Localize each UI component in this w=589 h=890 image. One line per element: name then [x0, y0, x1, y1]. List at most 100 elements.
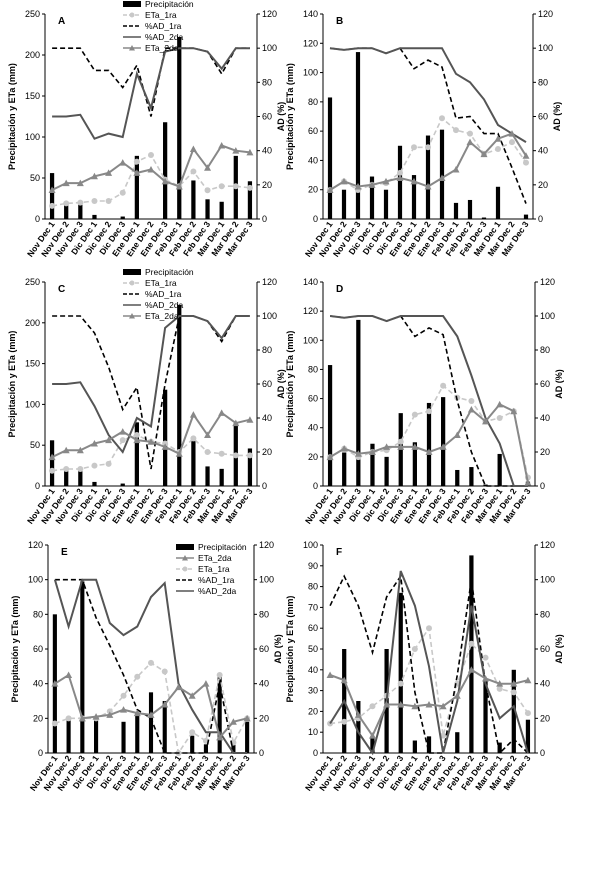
point-eta-2da	[133, 436, 141, 444]
point-eta-1ra	[411, 646, 418, 652]
legend-label: Precipitación	[198, 542, 247, 552]
y-tick-label: 50	[308, 644, 318, 654]
point-eta-2da	[204, 164, 212, 171]
point-eta-1ra	[232, 183, 239, 190]
bar-precipitacion	[439, 129, 445, 219]
bar-precipitacion	[64, 202, 69, 219]
point-eta-2da	[48, 186, 56, 193]
y-tick-label: 250	[25, 277, 40, 287]
point-eta-1ra	[91, 197, 98, 204]
point-eta-2da	[510, 407, 518, 415]
y2-axis-label: AD (%)	[276, 369, 286, 399]
bar-precipitacion	[120, 216, 125, 219]
legend-marker	[129, 313, 135, 319]
point-eta-2da	[62, 179, 70, 187]
bar-precipitacion	[94, 720, 99, 753]
point-eta-2da	[397, 443, 405, 450]
bar-precipitacion	[469, 467, 474, 486]
y-axis-label: Precipitación y ETa (mm)	[7, 63, 17, 170]
bar-precipitacion	[135, 713, 140, 753]
y-tick-label: 120	[28, 540, 43, 550]
panel-c: 0 50 100 150 200 250 0 20 40 60 80 100 120 Precipitac…	[7, 267, 286, 526]
point-eta-1ra	[49, 467, 56, 474]
legend-label: %AD_2da	[145, 32, 184, 42]
panel-letter: F	[336, 547, 342, 558]
point-eta-2da	[174, 683, 182, 691]
point-eta-2da	[510, 680, 518, 687]
point-eta-2da	[326, 453, 334, 461]
bar-precipitacion	[163, 389, 168, 486]
point-eta-2da	[147, 711, 155, 718]
bar-precipitacion	[191, 180, 196, 219]
panel-letter: D	[336, 284, 343, 295]
legend-label: Precipitación	[145, 0, 194, 9]
legend-label: %AD_1ra	[145, 289, 182, 299]
point-eta-1ra	[397, 169, 403, 176]
point-eta-2da	[147, 438, 155, 445]
bar-precipitacion	[356, 319, 361, 486]
y-tick-label: 120	[303, 38, 318, 48]
point-eta-1ra	[63, 200, 70, 207]
legend: PrecipitaciónETa_2daETa_1ra%AD_1ra%AD_2d…	[176, 542, 247, 596]
y-tick-label: 100	[28, 575, 43, 585]
point-eta-2da	[340, 177, 348, 185]
y2-tick-label: 60	[538, 112, 548, 122]
point-eta-2da	[438, 174, 446, 181]
bar-precipitacion	[134, 422, 139, 486]
y2-tick-label: 80	[540, 609, 550, 619]
point-eta-1ra	[133, 432, 140, 438]
point-eta-2da	[120, 706, 128, 713]
line-pct-ad-2da	[53, 578, 248, 754]
point-eta-1ra	[148, 659, 154, 666]
y2-tick-label: 60	[540, 379, 550, 389]
bar-precipitacion	[78, 204, 83, 219]
line-eta-1ra	[51, 153, 250, 207]
bar-precipitacion	[341, 189, 347, 219]
legend-swatch	[123, 269, 141, 275]
point-eta-2da	[62, 446, 70, 454]
y-tick-label: 100	[25, 399, 40, 409]
y2-axis-label: AD (%)	[552, 102, 562, 132]
point-eta-2da	[453, 431, 461, 438]
bar-precipitacion	[426, 402, 432, 486]
point-eta-1ra	[397, 680, 404, 687]
panel-d: 0 20 40 60 80 100 120 140 0 20 40 60 80 100 120 Precipi…	[285, 277, 564, 526]
point-eta-2da	[175, 450, 183, 457]
y-tick-label: 150	[25, 359, 40, 369]
point-eta-2da	[78, 714, 86, 722]
y-tick-label: 120	[303, 306, 318, 316]
panel-letter: A	[58, 16, 65, 27]
bar-precipitacion	[453, 202, 459, 219]
y2-tick-label: 100	[538, 43, 553, 53]
legend-swatch	[176, 544, 194, 550]
point-eta-2da	[467, 666, 475, 673]
panel-f: 0 10 20 30 40 50 60 70 80 90 100 0 20 40 60 80 100 120 Pre…	[285, 540, 564, 793]
bar-precipitacion	[483, 484, 488, 486]
point-eta-1ra	[63, 466, 70, 472]
y-tick-label: 40	[33, 679, 43, 689]
point-eta-1ra	[496, 685, 503, 692]
y2-tick-label: 20	[538, 180, 548, 190]
point-eta-1ra	[467, 130, 473, 137]
point-eta-2da	[524, 479, 532, 486]
point-eta-1ra	[204, 187, 211, 194]
line-pct-ad-2da	[52, 315, 250, 454]
bar-precipitacion	[370, 736, 375, 753]
point-eta-2da	[161, 177, 169, 185]
point-eta-1ra	[189, 729, 196, 736]
point-eta-2da	[326, 671, 334, 678]
bar-precipitacion	[121, 721, 126, 753]
point-eta-1ra	[523, 159, 529, 166]
point-eta-2da	[396, 174, 404, 181]
panel-e: 0 20 40 60 80 100 120 0 20 40 60 80 100 120 Precipitac…	[10, 540, 283, 793]
line-pct-ad-1ra	[52, 315, 250, 470]
point-eta-2da	[410, 177, 418, 185]
bar-precipitacion	[523, 214, 529, 219]
legend-label: ETa_1ra	[145, 10, 177, 20]
point-eta-2da	[51, 680, 59, 687]
point-eta-1ra	[216, 672, 223, 678]
panel-a: 0 50 100 150 200 250 0 20 40 60 80 100 120 Precipitac…	[7, 0, 286, 259]
y2-tick-label: 120	[540, 540, 555, 550]
bar-precipitacion	[497, 453, 502, 486]
bar-precipitacion	[455, 469, 460, 486]
